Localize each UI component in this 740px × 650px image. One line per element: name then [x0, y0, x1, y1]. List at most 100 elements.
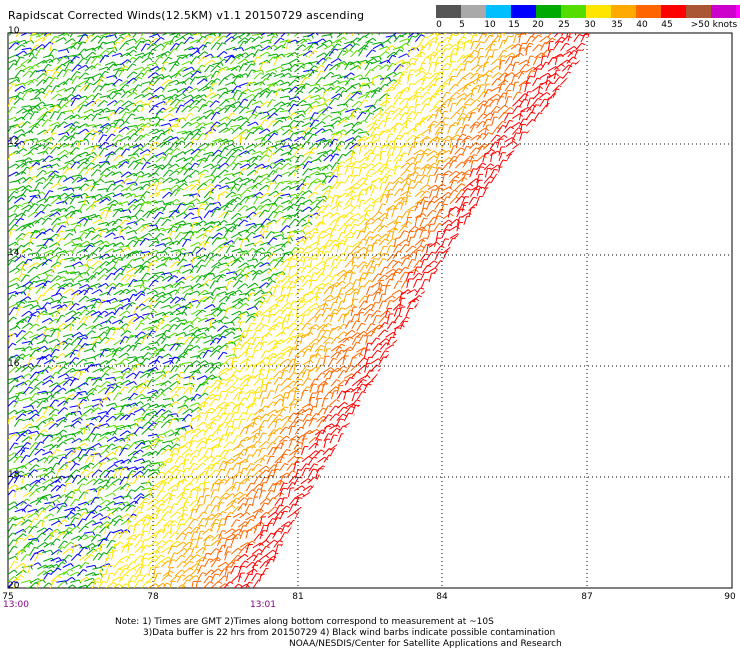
- wind-barb: [504, 137, 513, 143]
- wind-barb-flag: [531, 70, 536, 72]
- wind-barb-flag: [118, 139, 123, 143]
- wind-barb-flag: [504, 72, 509, 76]
- wind-barb-flag: [147, 69, 152, 73]
- wind-barb: [547, 33, 554, 38]
- wind-barb: [113, 106, 121, 115]
- wind-barb-flag: [38, 105, 41, 110]
- wind-barb: [153, 33, 159, 36]
- wind-barb: [203, 131, 210, 140]
- wind-barb-flag: [102, 76, 107, 79]
- wind-barb: [321, 57, 329, 65]
- wind-barb: [125, 102, 134, 108]
- wind-barb-flag: [411, 57, 416, 61]
- wind-barb-flag: [432, 139, 437, 142]
- wind-barb: [266, 90, 273, 98]
- wind-barb: [483, 105, 488, 115]
- wind-barb-flag: [45, 150, 49, 155]
- wind-barb-flag: [483, 91, 488, 94]
- wind-barb-flag: [357, 107, 362, 111]
- wind-barb: [120, 148, 127, 157]
- wind-barb-flag: [57, 143, 61, 147]
- wind-barb: [238, 40, 245, 49]
- wind-barb: [232, 90, 238, 99]
- wind-barb-flag: [97, 92, 102, 96]
- wind-barb: [378, 46, 388, 51]
- wind-barb: [188, 87, 197, 94]
- wind-barb-flag: [230, 105, 235, 109]
- wind-barb-flag: [137, 84, 142, 87]
- wind-barb: [308, 50, 315, 59]
- wind-barb-flag: [180, 104, 185, 107]
- wind-barb: [238, 106, 246, 115]
- wind-barb-flag: [488, 49, 493, 51]
- wind-barb-flag: [420, 133, 424, 137]
- wind-barb-flag: [231, 73, 236, 77]
- wind-barb: [133, 66, 143, 71]
- wind-barb-flag: [133, 133, 138, 137]
- wind-barb-flag: [64, 149, 69, 153]
- wind-barb: [273, 101, 282, 108]
- wind-barb: [49, 157, 58, 163]
- wind-barb-flag: [104, 70, 109, 74]
- wind-barb: [462, 72, 471, 79]
- wind-barb: [407, 83, 411, 93]
- wind-barb: [112, 42, 117, 51]
- wind-barb: [42, 141, 50, 150]
- wind-barb: [252, 69, 262, 73]
- wind-barb: [532, 77, 538, 87]
- wind-barb: [349, 143, 357, 150]
- wind-barb: [238, 63, 244, 72]
- wind-barb-flag: [120, 36, 125, 40]
- wind-barb: [461, 104, 467, 113]
- wind-barb: [43, 90, 50, 99]
- wind-barb: [532, 44, 540, 52]
- wind-barb-flag: [424, 36, 429, 39]
- wind-barb-flag: [33, 48, 38, 51]
- wind-barb-flag: [64, 135, 69, 139]
- wind-barb: [174, 57, 180, 66]
- wind-barb-flag: [426, 91, 431, 95]
- wind-barb: [518, 98, 525, 108]
- wind-barb: [456, 133, 463, 142]
- wind-barb-flag: [497, 65, 502, 69]
- wind-barb-flag: [85, 80, 89, 84]
- wind-barb-flag: [496, 105, 501, 109]
- wind-barb: [496, 125, 503, 134]
- wind-barb: [63, 33, 72, 37]
- wind-barb: [399, 132, 406, 141]
- wind-barb: [169, 43, 177, 51]
- wind-barb: [125, 38, 135, 43]
- wind-barb: [133, 93, 143, 100]
- wind-barb-flag: [189, 33, 193, 37]
- wind-barb: [280, 72, 289, 78]
- wind-barb: [358, 99, 365, 108]
- wind-barb-flag: [15, 42, 20, 45]
- wind-barb: [210, 42, 217, 51]
- wind-barb-flag: [41, 101, 46, 105]
- wind-barb: [105, 122, 115, 127]
- wind-barb-flag: [170, 96, 174, 100]
- wind-barb-flag: [224, 147, 229, 150]
- wind-barb: [77, 100, 86, 107]
- wind-barb-flag: [414, 141, 419, 145]
- wind-barb: [308, 105, 314, 114]
- wind-barb-flag: [450, 30, 453, 33]
- wind-barb-flag: [383, 194, 388, 196]
- wind-barb: [134, 52, 144, 57]
- wind-barb: [56, 88, 65, 93]
- wind-barb-flag: [421, 70, 426, 75]
- wind-barb-flag: [223, 50, 228, 55]
- wind-barb-flag: [388, 174, 393, 177]
- wind-barb-flag: [209, 154, 214, 157]
- wind-barb: [160, 51, 169, 58]
- wind-barb: [132, 84, 139, 93]
- wind-barb-flag: [435, 92, 440, 96]
- wind-barb: [99, 107, 107, 114]
- wind-barb-flag: [560, 33, 565, 34]
- wind-barb: [344, 128, 353, 136]
- wind-barb: [266, 44, 275, 51]
- wind-barb: [539, 36, 548, 43]
- wind-barb-flag: [61, 63, 66, 67]
- wind-barb: [357, 33, 364, 36]
- wind-barb: [517, 70, 524, 80]
